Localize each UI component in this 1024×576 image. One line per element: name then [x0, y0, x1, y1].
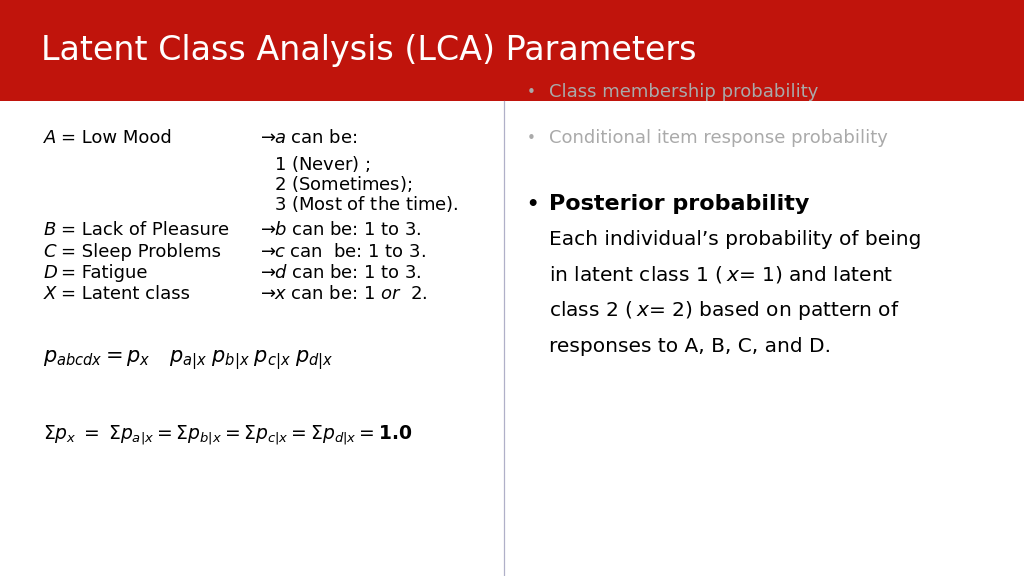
Text: $\mathit{d}$ can be: $\mathit{1}$ to $\mathit{3}$.: $\mathit{d}$ can be: $\mathit{1}$ to $\m…: [274, 264, 422, 282]
Text: = Low Mood: = Low Mood: [61, 129, 172, 147]
Text: •: •: [526, 131, 536, 146]
Text: class 2 ( $\mathit{x}$= 2) based on pattern of: class 2 ( $\mathit{x}$= 2) based on patt…: [549, 299, 900, 322]
Text: →: →: [261, 285, 276, 304]
Text: = Lack of Pleasure: = Lack of Pleasure: [61, 221, 229, 240]
Text: $\mathit{A}$: $\mathit{A}$: [43, 129, 57, 147]
Text: →: →: [261, 264, 276, 282]
Text: $\mathit{x}$ can be: 1 $\mathit{or}$  2.: $\mathit{x}$ can be: 1 $\mathit{or}$ 2.: [274, 285, 428, 304]
Text: $\mathit{X}$: $\mathit{X}$: [43, 285, 58, 304]
Text: $\mathit{D}$: $\mathit{D}$: [43, 264, 58, 282]
Text: $\mathit{c}$ can  be: $\mathit{1}$ to $\mathit{3}$.: $\mathit{c}$ can be: $\mathit{1}$ to $\m…: [274, 242, 426, 261]
Text: →: →: [261, 129, 276, 147]
Text: →: →: [261, 221, 276, 240]
Text: $\Sigma \boldsymbol{p_{x}}$$ \; = \; \Sigma \boldsymbol{p_{a|x}} = \Sigma \bolds: $\Sigma \boldsymbol{p_{x}}$$ \; = \; \Si…: [43, 423, 413, 446]
Text: Each individual’s probability of being: Each individual’s probability of being: [549, 230, 922, 248]
Text: $\mathit{2}$ (Sometimes);: $\mathit{2}$ (Sometimes);: [274, 175, 413, 194]
Text: $\mathit{B}$: $\mathit{B}$: [43, 221, 56, 240]
Text: $\mathit{1}$ (Never) ;: $\mathit{1}$ (Never) ;: [274, 154, 371, 174]
Text: = Sleep Problems: = Sleep Problems: [61, 242, 221, 261]
FancyBboxPatch shape: [0, 0, 1024, 101]
Text: = Latent class: = Latent class: [61, 285, 190, 304]
Text: •: •: [526, 195, 539, 214]
Text: Posterior probability: Posterior probability: [549, 195, 809, 214]
Text: $\mathit{C}$: $\mathit{C}$: [43, 242, 57, 261]
Text: Latent Class Analysis (LCA) Parameters: Latent Class Analysis (LCA) Parameters: [41, 34, 696, 67]
Text: $\mathit{b}$ can be: $\mathit{1}$ to $\mathit{3}$.: $\mathit{b}$ can be: $\mathit{1}$ to $\m…: [274, 221, 422, 240]
Text: $\mathit{a}$ can be:: $\mathit{a}$ can be:: [274, 129, 357, 147]
Text: →: →: [261, 242, 276, 261]
Text: $p_{abcdx} = p_{x} \quad p_{a|x} \; p_{b|x} \; p_{c|x} \; p_{d|x}$: $p_{abcdx} = p_{x} \quad p_{a|x} \; p_{b…: [43, 348, 333, 372]
Text: Conditional item response probability: Conditional item response probability: [549, 129, 888, 147]
Text: •: •: [526, 85, 536, 100]
Text: Class membership probability: Class membership probability: [549, 83, 818, 101]
Text: responses to A, B, C, and D.: responses to A, B, C, and D.: [549, 337, 830, 355]
Text: $\mathit{3}$ (Most of the time).: $\mathit{3}$ (Most of the time).: [274, 195, 459, 214]
Text: = Fatigue: = Fatigue: [61, 264, 147, 282]
Text: in latent class 1 ( $\mathit{x}$= 1) and latent: in latent class 1 ( $\mathit{x}$= 1) and…: [549, 264, 893, 285]
